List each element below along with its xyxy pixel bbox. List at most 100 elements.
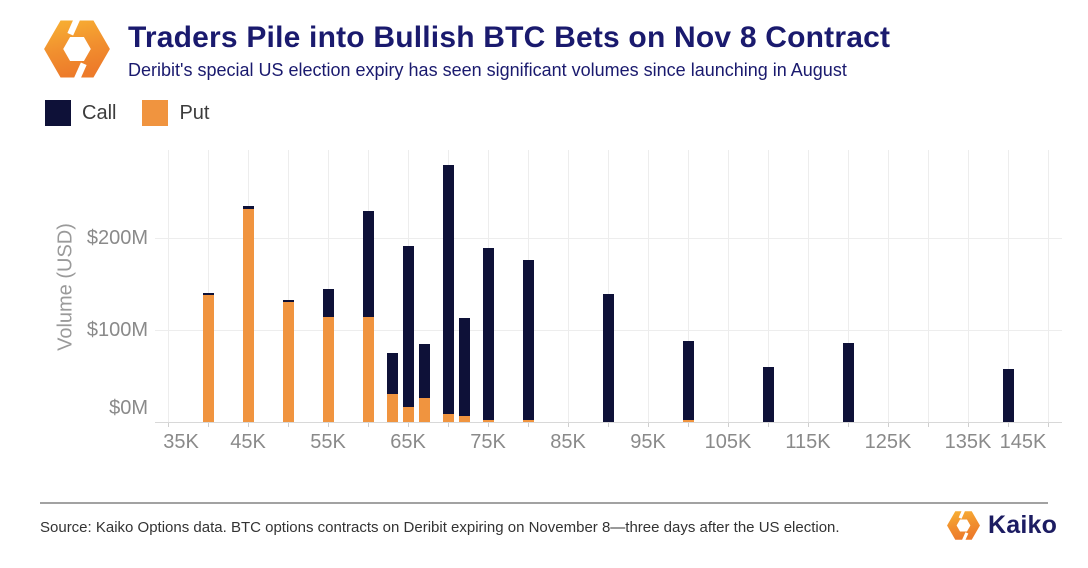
gridline-v-100k <box>688 150 689 422</box>
source-note: Source: Kaiko Options data. BTC options … <box>40 519 840 536</box>
gridline-v-130k <box>928 150 929 422</box>
bar-65k-call <box>402 245 414 408</box>
x-tick-110k <box>768 422 769 427</box>
bar-60k-call <box>362 210 374 318</box>
gridline-v-105k <box>728 150 729 422</box>
bar-67k-call <box>418 343 430 399</box>
x-tick-125k <box>888 422 889 427</box>
bar-40k-put <box>202 295 214 422</box>
bar-67k-put <box>418 398 430 422</box>
legend: Call Put <box>45 100 209 126</box>
x-tick-85k <box>568 422 569 427</box>
legend-item-call: Call <box>45 100 116 126</box>
bar-80k-call <box>522 260 534 421</box>
gridline-v-115k <box>808 150 809 422</box>
x-tick-70k <box>448 422 449 427</box>
bar-110k-call <box>762 366 774 422</box>
bar-72k-call <box>458 318 470 417</box>
gridline-v-45k <box>248 150 249 422</box>
x-tick-label-135k: 135K <box>944 431 992 453</box>
kaiko-logo-icon <box>946 508 981 543</box>
bar-100k-put <box>682 420 694 422</box>
bar-55k-call <box>322 288 334 318</box>
x-tick-55k <box>328 422 329 427</box>
brand-wordmark: Kaiko <box>988 511 1058 539</box>
bar-63k-put <box>386 394 398 422</box>
x-tick-label-45k: 45K <box>230 431 266 453</box>
bar-45k-call <box>242 206 254 210</box>
bar-72k-put <box>458 416 470 422</box>
bar-100k-call <box>682 341 694 421</box>
x-tick-135k <box>968 422 969 427</box>
x-tick-label-125k: 125K <box>864 431 912 453</box>
bar-50k-call <box>282 299 294 302</box>
footer-brand: Kaiko <box>946 508 1057 543</box>
x-tick-label-105k: 105K <box>704 431 752 453</box>
x-tick-130k <box>928 422 929 427</box>
x-tick-115k <box>808 422 809 427</box>
gridline-v-35k <box>168 150 169 422</box>
x-tick-65k <box>408 422 409 427</box>
x-tick-75k <box>488 422 489 427</box>
x-tick-35k <box>168 422 169 427</box>
bar-45k-put <box>242 209 254 422</box>
legend-label-call: Call <box>82 102 117 124</box>
legend-item-put: Put <box>142 100 209 126</box>
x-tick-label-115k: 115K <box>785 431 831 453</box>
x-tick-label-75k: 75K <box>470 431 506 453</box>
gridline-v-140k <box>1008 150 1009 422</box>
bar-120k-call <box>842 343 854 422</box>
gridline-v-65k <box>408 150 409 422</box>
x-tick-80k <box>528 422 529 427</box>
x-tick-145k <box>1048 422 1049 427</box>
x-tick-60k <box>368 422 369 427</box>
bar-65k-put <box>402 407 414 422</box>
x-tick-label-55k: 55K <box>310 431 346 453</box>
gridline-h-200m <box>155 238 1062 240</box>
gridline-v-75k <box>488 150 489 422</box>
x-tick-label-145k: 145K <box>999 431 1047 453</box>
x-axis-line <box>155 422 1062 423</box>
bar-55k-put <box>322 317 334 422</box>
gridline-v-120k <box>848 150 849 422</box>
gridline-v-40k <box>208 150 209 422</box>
put-swatch-icon <box>142 100 169 126</box>
gridline-v-85k <box>568 150 569 422</box>
y-axis-title: Volume (USD) <box>54 223 77 351</box>
call-swatch-icon <box>45 100 71 126</box>
x-tick-label-95k: 95K <box>630 431 666 453</box>
x-tick-120k <box>848 422 849 427</box>
x-tick-50k <box>288 422 289 427</box>
gridline-v-70k <box>448 150 449 422</box>
gridline-v-50k <box>288 150 289 422</box>
bar-80k-put <box>522 420 534 422</box>
bar-63k-call <box>386 353 398 395</box>
bar-40k-call <box>202 292 214 296</box>
x-tick-label-85k: 85K <box>550 431 586 453</box>
x-tick-95k <box>648 422 649 427</box>
bar-90k-call <box>602 294 614 422</box>
bar-140k-call <box>1002 368 1014 422</box>
x-tick-90k <box>608 422 609 427</box>
bar-75k-put <box>482 420 494 422</box>
x-tick-label-65k: 65K <box>390 431 426 453</box>
gridline-v-125k <box>888 150 889 422</box>
gridline-v-135k <box>968 150 969 422</box>
gridline-v-90k <box>608 150 609 422</box>
bar-70k-put <box>442 413 454 422</box>
kaiko-logo-icon <box>42 14 112 84</box>
bar-75k-call <box>482 248 494 421</box>
bar-70k-call <box>442 164 454 414</box>
x-tick-105k <box>728 422 729 427</box>
gridline-v-55k <box>328 150 329 422</box>
chart-subtitle: Deribit's special US election expiry has… <box>128 60 847 80</box>
gridline-v-80k <box>528 150 529 422</box>
x-tick-140k <box>1008 422 1009 427</box>
footer-divider <box>40 502 1048 504</box>
gridline-h-100m <box>155 330 1062 332</box>
x-tick-40k <box>208 422 209 427</box>
chart-title: Traders Pile into Bullish BTC Bets on No… <box>128 21 891 54</box>
x-tick-45k <box>248 422 249 427</box>
